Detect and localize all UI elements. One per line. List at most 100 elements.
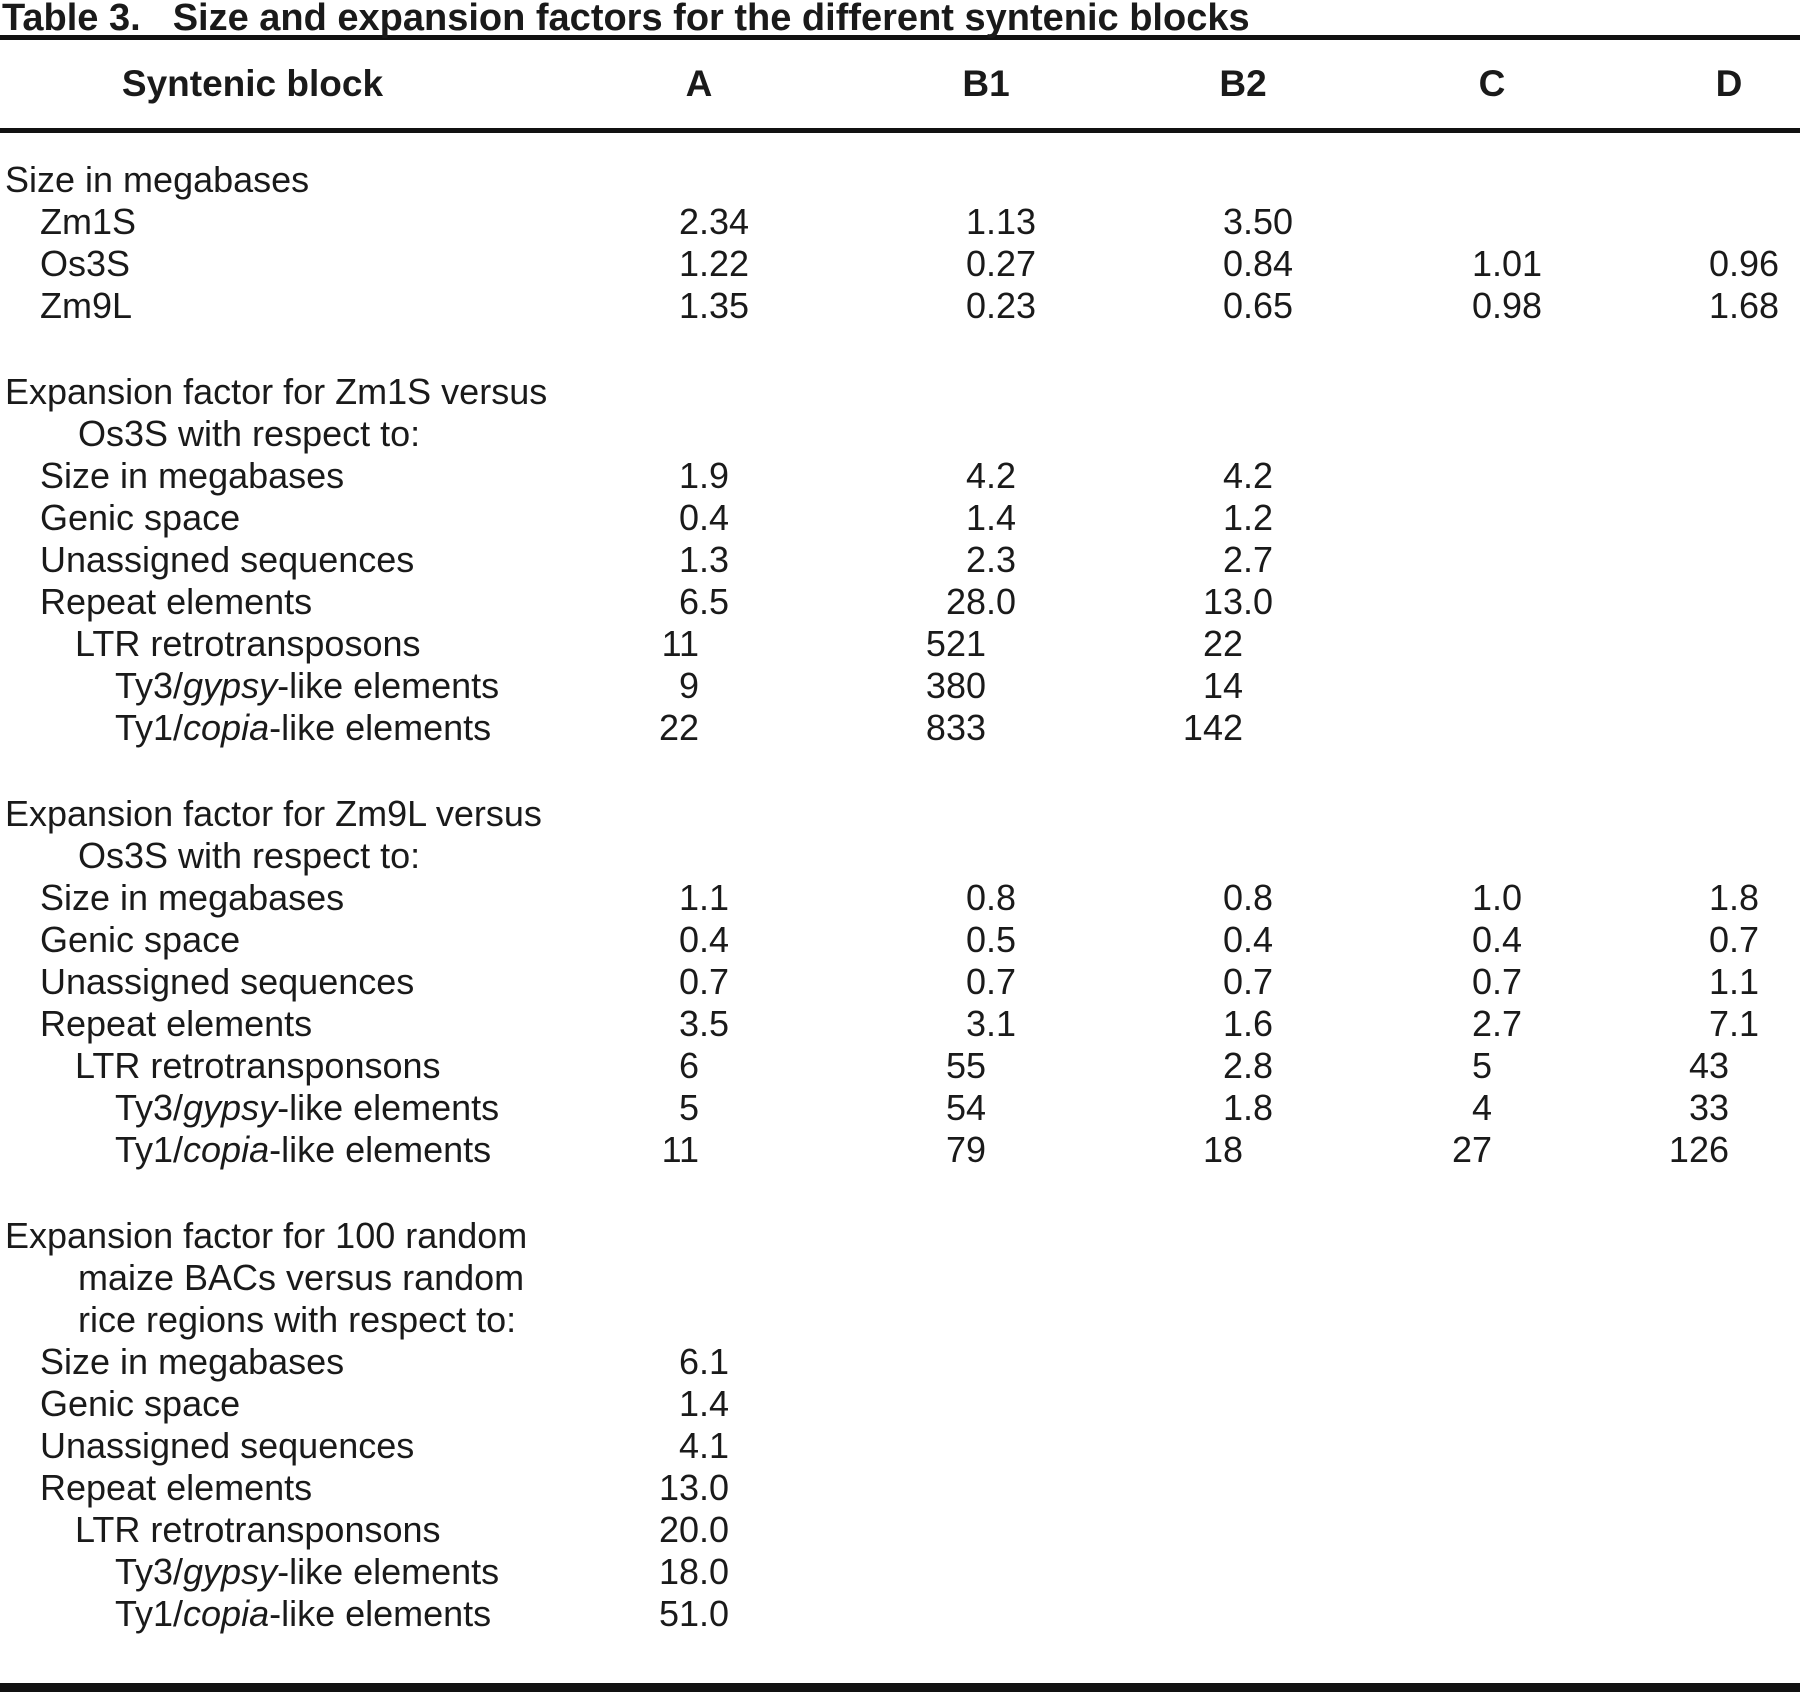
- value-cell-B1: 0.5: [965, 919, 1017, 960]
- row-label-part: Expansion factor for Zm1S versus: [5, 371, 548, 412]
- row-label-part: maize BACs versus random: [78, 1257, 525, 1298]
- row-label-part: Ty3/: [115, 1087, 184, 1128]
- column-header-D: D: [1715, 63, 1743, 104]
- row-label: Zm9L: [0, 285, 505, 327]
- value-cell-B2: 13.0: [1202, 581, 1274, 622]
- row-label-part: Ty3/: [115, 665, 184, 706]
- value-cell-D: [1544, 793, 1781, 835]
- value-cell-B1: 79: [945, 1129, 986, 1170]
- value-cell-A: 6: [678, 1045, 699, 1086]
- value-cell-D: 126: [1668, 1129, 1729, 1170]
- row-label-italic-part: gypsy: [183, 1087, 278, 1128]
- value-cell-C: [1295, 1257, 1544, 1299]
- row-label-italic-part: copia: [183, 1129, 270, 1170]
- value-cell-C: 27: [1451, 1129, 1492, 1170]
- value-cell-A: [505, 371, 751, 413]
- table-row: Zm9L 1.35 0.23 0.65 0.98 1.68: [0, 285, 1800, 327]
- row-label: Repeat elements: [0, 1467, 505, 1509]
- value-cell-B2: 0.84: [1222, 243, 1294, 284]
- value-cell-D: 1.68: [1708, 285, 1780, 326]
- row-label: maize BACs versus random: [0, 1257, 524, 1299]
- row-label-part: Ty1/: [115, 1593, 184, 1634]
- row-label-part: Ty1/: [115, 707, 184, 748]
- row-label: Size in megabases: [0, 1341, 505, 1383]
- value-cell-B1: 55: [945, 1045, 986, 1086]
- row-label: Unassigned sequences: [0, 539, 505, 581]
- table-row: Os3S 1.22 0.27 0.84 1.01 0.96: [0, 243, 1800, 285]
- value-cell-B1: 54: [945, 1087, 986, 1128]
- value-cell-B1: [751, 1509, 1038, 1551]
- column-header-A: A: [685, 63, 713, 104]
- value-cell-B2: 4.2: [1222, 455, 1274, 496]
- value-cell-B1: 0.7: [965, 961, 1017, 1002]
- value-cell-C: [1295, 455, 1544, 497]
- value-cell-B2: [1038, 1215, 1295, 1257]
- row-label-part: Unassigned sequences: [40, 539, 415, 580]
- row-label: Os3S with respect to:: [0, 835, 505, 877]
- value-cell-C: [1295, 1467, 1544, 1509]
- value-cell-B2: 0.7: [1222, 961, 1274, 1002]
- row-label-part: Repeat elements: [40, 1003, 313, 1044]
- row-label-part: -like elements: [277, 665, 500, 706]
- value-cell-B2: 2.8: [1222, 1045, 1274, 1086]
- value-cell-B2: 18: [1202, 1129, 1243, 1170]
- row-label: Ty3/gypsy-like elements: [0, 1087, 505, 1129]
- table-row: Ty1/copia-like elements 11 79 18 27 126: [0, 1129, 1800, 1171]
- value-cell-B1: [751, 1215, 1038, 1257]
- row-label-part: -like elements: [277, 1551, 500, 1592]
- table-body: Size in megabases Zm1S 2.34 1.13 3.50 Os3S 1.2…: [0, 133, 1800, 1635]
- value-cell-D: 1.8: [1708, 877, 1760, 918]
- table-row: Os3S with respect to:: [0, 835, 1800, 877]
- value-cell-A: [505, 793, 751, 835]
- value-cell-C: [1295, 413, 1544, 455]
- value-cell-D: [1544, 1257, 1781, 1299]
- row-label-part: Size in megabases: [40, 455, 345, 496]
- value-cell-B2: [1038, 1299, 1295, 1341]
- value-cell-C: [1295, 1551, 1544, 1593]
- value-cell-A: [505, 1299, 751, 1341]
- row-label: Unassigned sequences: [0, 961, 505, 1003]
- table-title: Size and expansion factors for the diffe…: [172, 0, 1250, 39]
- table-row: Expansion factor for 100 random: [0, 1215, 1800, 1257]
- value-cell-C: 1.01: [1471, 243, 1543, 284]
- row-label: Repeat elements: [0, 1003, 505, 1045]
- bottom-rule: [0, 1683, 1800, 1692]
- value-cell-B2: [1038, 1383, 1295, 1425]
- value-cell-C: 5: [1471, 1045, 1492, 1086]
- row-label-part: LTR retrotransposons: [75, 623, 421, 664]
- table-row: Ty1/copia-like elements 51.0: [0, 1593, 1800, 1635]
- value-cell-B1: 1.4: [965, 497, 1017, 538]
- row-label: Expansion factor for Zm1S versus: [0, 371, 547, 413]
- row-label: LTR retrotransposons: [0, 623, 505, 665]
- row-label-part: Unassigned sequences: [40, 1425, 415, 1466]
- row-label-part: Genic space: [40, 1383, 241, 1424]
- row-label: Ty3/gypsy-like elements: [0, 665, 505, 707]
- row-label: Genic space: [0, 919, 505, 961]
- value-cell-C: [1295, 707, 1544, 749]
- value-cell-B2: 14: [1202, 665, 1243, 706]
- table-caption: Table 3. Size and expansion factors for t…: [0, 0, 1800, 39]
- row-label-part: Os3S with respect to:: [78, 413, 421, 454]
- value-cell-B1: 1.13: [965, 201, 1037, 242]
- value-cell-B2: 1.6: [1222, 1003, 1274, 1044]
- value-cell-C: [1295, 1383, 1544, 1425]
- value-cell-D: 0.96: [1708, 243, 1780, 284]
- value-cell-B1: 0.27: [965, 243, 1037, 284]
- value-cell-B2: [1038, 413, 1295, 455]
- value-cell-C: [1295, 1425, 1544, 1467]
- value-cell-B2: 0.65: [1222, 285, 1294, 326]
- value-cell-C: 0.98: [1471, 285, 1543, 326]
- value-cell-D: [1544, 835, 1781, 877]
- row-label-part: -like elements: [269, 1129, 492, 1170]
- value-cell-D: [1544, 1299, 1781, 1341]
- value-cell-B1: [751, 1257, 1038, 1299]
- value-cell-B1: 833: [925, 707, 986, 748]
- value-cell-C: 1.0: [1471, 877, 1523, 918]
- value-cell-B2: 1.8: [1222, 1087, 1274, 1128]
- value-cell-A: 0.7: [678, 961, 730, 1002]
- row-label: Ty1/copia-like elements: [0, 707, 505, 749]
- value-cell-C: [1295, 1215, 1544, 1257]
- table-header-row: Syntenic block A B1 B2 C D: [0, 40, 1800, 128]
- value-cell-B1: [751, 1383, 1038, 1425]
- value-cell-C: [1295, 1299, 1544, 1341]
